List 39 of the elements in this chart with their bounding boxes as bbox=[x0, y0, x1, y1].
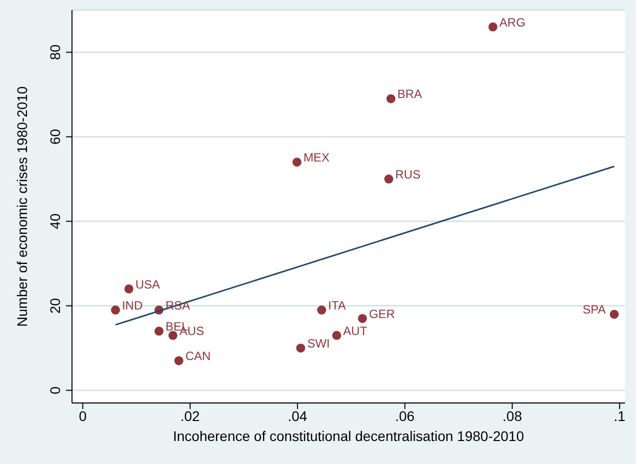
x-tick-label: .1 bbox=[614, 408, 626, 424]
point bbox=[384, 174, 394, 184]
point bbox=[168, 330, 178, 340]
point bbox=[386, 94, 396, 104]
y-tick-label: 40 bbox=[47, 213, 63, 230]
data-label: ITA bbox=[328, 298, 346, 313]
data-label: MEX bbox=[303, 150, 330, 165]
y-tick-label: 80 bbox=[47, 44, 63, 60]
point bbox=[332, 330, 342, 340]
point bbox=[610, 310, 619, 319]
data-label: RUS bbox=[395, 168, 421, 182]
x-tick-label: 0 bbox=[78, 408, 87, 424]
point bbox=[296, 344, 306, 353]
data-label: CAN bbox=[185, 349, 211, 364]
point bbox=[110, 306, 120, 315]
point bbox=[124, 284, 134, 294]
point bbox=[358, 314, 367, 323]
point bbox=[292, 158, 302, 167]
x-axis-title: Incoherence of constitutional decentralisation 1980-2010 bbox=[172, 428, 524, 444]
point bbox=[317, 306, 326, 315]
point bbox=[154, 326, 164, 336]
data-label: BRA bbox=[397, 87, 422, 102]
data-label: AUT bbox=[343, 324, 368, 338]
data-label: USA bbox=[135, 277, 160, 292]
x-tick-label: .06 bbox=[395, 408, 415, 424]
point bbox=[488, 22, 498, 32]
x-tick-label: .08 bbox=[502, 408, 522, 424]
y-tick-label: 0 bbox=[47, 386, 63, 394]
data-label: ARG bbox=[499, 15, 526, 30]
x-tick-label: .02 bbox=[180, 408, 200, 424]
x-tick-label: .04 bbox=[288, 408, 308, 424]
point bbox=[174, 356, 184, 366]
data-label: SPA bbox=[582, 302, 606, 317]
data-label: IND bbox=[122, 298, 143, 313]
data-label: GER bbox=[368, 306, 396, 321]
data-label: SWI bbox=[307, 336, 330, 351]
y-tick-label: 20 bbox=[47, 298, 63, 314]
y-tick-label: 60 bbox=[47, 128, 63, 145]
y-axis-title: Number of economic crises 1980-2010 bbox=[14, 86, 30, 327]
